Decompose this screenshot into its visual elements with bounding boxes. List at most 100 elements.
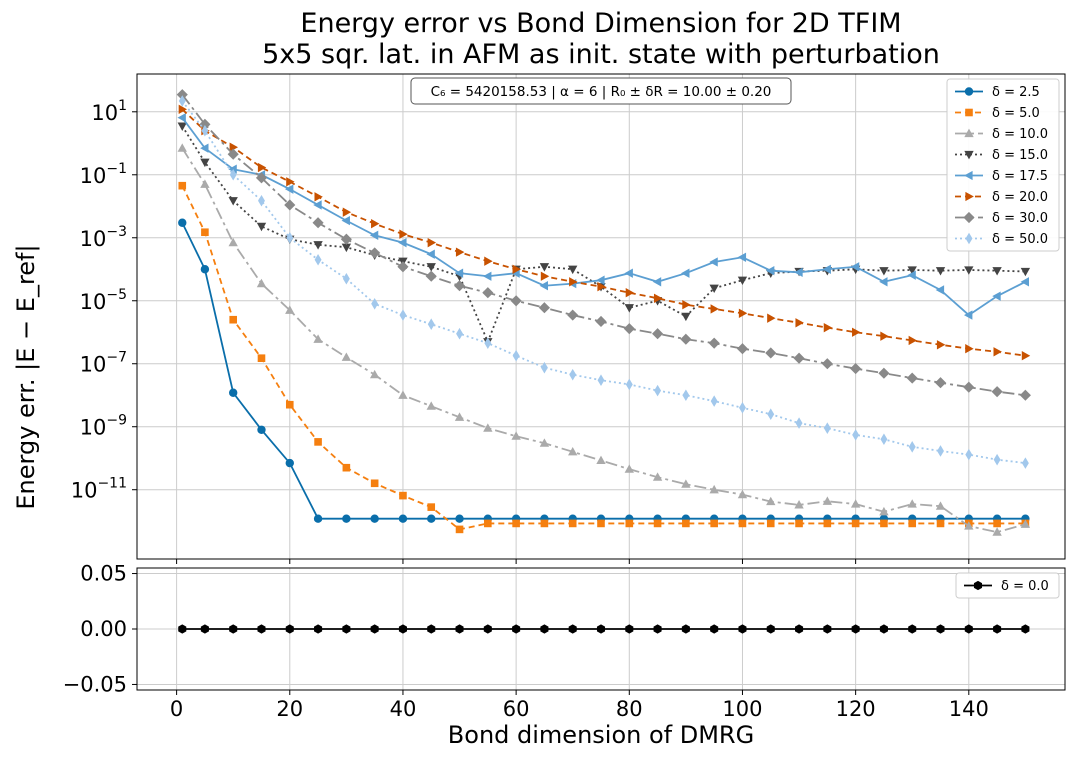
data-point-delta-5-0 — [285, 400, 294, 409]
data-point-delta-50-0 — [965, 448, 973, 461]
legend-label: δ = 0.0 — [1001, 579, 1049, 594]
data-point-delta-50-0 — [908, 441, 916, 453]
series-delta-17-5 — [177, 113, 1029, 320]
data-point-delta-20-0 — [512, 264, 521, 274]
data-point-delta-2-5 — [285, 458, 294, 468]
legend-label: δ = 2.5 — [992, 85, 1040, 100]
data-point-delta-5-0 — [653, 519, 662, 528]
data-point-delta-20-0 — [795, 318, 804, 328]
data-point-delta-50-0 — [512, 349, 520, 362]
legend-entry-delta-17-5: δ = 17.5 — [955, 169, 1048, 184]
data-point-delta-30-0 — [793, 352, 805, 364]
data-point-delta-20-0 — [399, 229, 408, 239]
data-point-delta-0-0 — [993, 624, 1002, 634]
data-point-delta-5-0 — [201, 228, 209, 237]
data-point-delta-20-0 — [682, 300, 691, 310]
data-point-delta-17-5 — [1020, 277, 1029, 287]
data-point-delta-30-0 — [312, 217, 324, 229]
data-point-delta-0-0 — [851, 624, 860, 634]
bottom-y-tick-label: 0.00 — [80, 617, 127, 641]
data-point-delta-20-0 — [178, 104, 188, 114]
bottom-panel-series — [178, 624, 1030, 634]
data-point-delta-0-0 — [964, 624, 973, 634]
x-tick-label: 100 — [722, 697, 762, 721]
data-point-delta-30-0 — [652, 328, 664, 340]
data-point-delta-5-0 — [993, 519, 1001, 528]
data-point-delta-50-0 — [880, 433, 888, 446]
x-tick-label: 0 — [170, 697, 183, 721]
data-point-delta-50-0 — [767, 408, 775, 420]
data-point-delta-20-0 — [880, 331, 889, 341]
legend-frame — [955, 572, 1060, 599]
data-point-delta-2-5 — [455, 514, 464, 523]
data-point-delta-0-0 — [398, 624, 407, 634]
data-point-delta-50-0 — [456, 327, 464, 340]
top-y-tick-label: 10−11 — [71, 476, 127, 503]
data-point-delta-20-0 — [569, 277, 578, 287]
data-point-delta-0-0 — [1021, 624, 1030, 634]
legend-marker — [964, 150, 974, 160]
series-delta-10-0 — [177, 143, 1031, 536]
data-point-delta-0-0 — [710, 624, 719, 634]
legend-label: δ = 15.0 — [992, 148, 1048, 163]
data-point-delta-50-0 — [993, 453, 1001, 466]
data-point-delta-20-0 — [257, 162, 267, 173]
data-point-delta-5-0 — [257, 354, 266, 362]
data-point-delta-10-0 — [737, 489, 748, 499]
data-point-delta-5-0 — [540, 519, 549, 528]
data-point-delta-17-5 — [398, 237, 407, 248]
data-point-delta-20-0 — [936, 340, 946, 350]
data-point-delta-2-5 — [398, 514, 408, 523]
data-point-delta-30-0 — [397, 261, 409, 273]
x-tick-label: 40 — [390, 697, 417, 721]
legend-label: δ = 20.0 — [992, 190, 1048, 205]
data-point-delta-20-0 — [314, 192, 323, 202]
data-point-delta-5-0 — [851, 519, 860, 528]
data-point-delta-15-0 — [992, 267, 1002, 276]
data-point-delta-10-0 — [879, 506, 889, 516]
series-delta-0-0 — [178, 624, 1030, 634]
bottom-y-tick-label: 0.05 — [80, 562, 127, 586]
series-delta-50-0 — [178, 95, 1029, 469]
data-point-delta-17-5 — [369, 230, 379, 240]
chart-title-line-2: 5x5 sqr. lat. in AFM as init. state with… — [262, 39, 940, 70]
data-point-delta-30-0 — [425, 270, 437, 282]
legend-entry-delta-15-0: δ = 15.0 — [955, 148, 1048, 163]
data-point-delta-15-0 — [935, 267, 946, 276]
data-point-delta-10-0 — [285, 305, 295, 314]
data-point-delta-0-0 — [653, 624, 662, 634]
data-point-delta-17-5 — [284, 184, 294, 194]
data-point-delta-0-0 — [681, 624, 690, 634]
data-point-delta-50-0 — [399, 309, 407, 321]
top-y-ticks: 101 10−1 10−3 10−5 10−7 10−9 10−11 — [71, 98, 137, 503]
top-panel-series — [176, 89, 1031, 536]
data-point-delta-0-0 — [342, 624, 351, 634]
annotation-frame — [410, 77, 792, 105]
data-point-delta-15-0 — [177, 122, 187, 131]
data-point-delta-10-0 — [850, 499, 861, 508]
data-point-delta-10-0 — [596, 455, 606, 465]
data-point-delta-5-0 — [682, 519, 690, 528]
data-point-delta-0-0 — [512, 624, 521, 634]
data-point-delta-10-0 — [483, 423, 493, 432]
data-point-delta-0-0 — [936, 624, 945, 634]
data-point-delta-50-0 — [371, 298, 379, 310]
data-point-delta-17-5 — [426, 249, 435, 259]
data-point-delta-50-0 — [484, 337, 492, 349]
legend-entry-delta-20-0: δ = 20.0 — [955, 190, 1048, 205]
data-point-delta-30-0 — [991, 386, 1003, 398]
data-point-delta-10-0 — [652, 472, 663, 481]
legend-entry-delta-0-0: δ = 0.0 — [964, 579, 1049, 594]
data-point-delta-20-0 — [653, 293, 663, 303]
data-point-delta-17-5 — [765, 266, 775, 276]
data-point-delta-10-0 — [1020, 519, 1031, 528]
data-point-delta-30-0 — [821, 358, 833, 370]
data-point-delta-50-0 — [597, 374, 605, 386]
data-point-delta-0-0 — [766, 624, 775, 634]
data-point-delta-15-0 — [964, 266, 974, 275]
data-point-delta-17-5 — [624, 268, 633, 278]
data-point-delta-0-0 — [483, 624, 492, 634]
data-point-delta-15-0 — [709, 284, 719, 294]
data-point-delta-0-0 — [285, 624, 294, 634]
